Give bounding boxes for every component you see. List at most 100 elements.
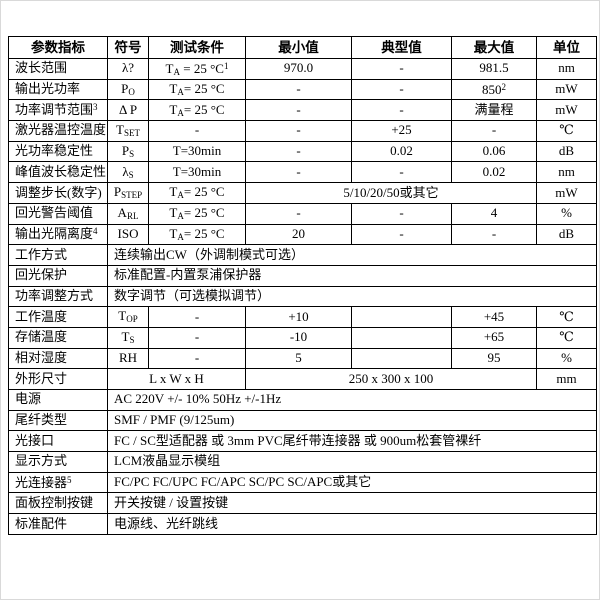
unit-cell: mW [536,78,597,101]
symbol-cell: 连续输出CW（外调制模式可选） [107,244,597,266]
table-row: 光接口 FC / SC型适配器 或 3mm PVC尾纤带连接器 或 900um松套… [8,430,597,453]
condition-cell: - [148,347,246,370]
param-cell: 尾纤类型 [8,409,108,432]
table-row: 光连接器5 FC/PC FC/UPC FC/APC SC/PC SC/APC或其它 [8,471,597,494]
symbol-cell: SMF / PMF (9/125um) [107,409,597,432]
param-cell: 激光器温控温度 [8,120,108,142]
condition-cell: TA= 25 °C [148,223,246,246]
unit-cell: ℃ [536,120,597,142]
min-value-cell: - [245,161,352,184]
unit-cell: dB [536,140,597,163]
param-cell: 电源 [8,389,108,411]
typical-value-cell: - [351,78,452,101]
max-value-cell: 4 [451,202,537,225]
table-row: 电源 AC 220V +/- 10% 50Hz +/-1Hz [8,389,597,411]
condition-cell: - [148,120,246,142]
symbol-cell: FC / SC型适配器 或 3mm PVC尾纤带连接器 或 900um松套管裸纤 [107,430,597,453]
symbol-cell: 标准配置-内置泵浦保护器 [107,264,597,287]
unit-cell: % [536,347,597,370]
unit-cell: mW [536,99,597,122]
unit-cell: ℃ [536,306,597,328]
param-cell: 回光警告阈值 [8,202,108,225]
symbol-cell: 数字调节（可选模拟调节） [107,285,597,308]
table-row: 调整步长(数字) PSTEP TA= 25 °C 5/10/20/50或其它 mW [8,182,597,204]
typical-value-cell: - [351,99,452,122]
symbol-cell: RH [107,347,149,370]
symbol-cell: Δ P [107,99,149,122]
typical-value-cell: - [351,58,452,80]
symbol-cell: PSTEP [107,182,149,204]
param-cell: 输出光隔离度4 [8,223,108,246]
condition-cell: - [148,306,246,328]
min-value-cell: 970.0 [245,58,352,80]
symbol-cell: L x W x H [107,368,246,390]
condition-cell: T=30min [148,161,246,184]
table-row: 显示方式 LCM液晶显示模组 [8,451,597,473]
column-header: 符号 [107,36,149,59]
symbol-cell: ISO [107,223,149,246]
param-cell: 功率调整方式 [8,285,108,308]
table-row: 激光器温控温度 TSET - - +25- ℃ [8,120,597,142]
table-row: 工作方式 连续输出CW（外调制模式可选） [8,244,597,266]
param-cell: 光连接器5 [8,471,108,494]
column-header: 最大值 [451,36,537,59]
symbol-cell: ARL [107,202,149,225]
symbol-cell: TOP [107,306,149,328]
table-row: 标准配件 电源线、光纤跳线 [8,513,597,535]
param-cell: 调整步长(数字) [8,182,108,204]
table-row: 输出光功率 PO TA= 25 °C - -8502 mW [8,78,597,101]
condition-cell: TA= 25 °C [148,78,246,101]
unit-cell: ℃ [536,326,597,349]
param-cell: 回光保护 [8,264,108,287]
table-row: 尾纤类型 SMF / PMF (9/125um) [8,409,597,432]
param-cell: 外形尺寸 [8,368,108,390]
max-value-cell: 0.06 [451,140,537,163]
table-row: 外形尺寸 L x W x H 250 x 300 x 100 mm [8,368,597,390]
table-row: 输出光隔离度4 ISO TA= 25 °C 20- - dB [8,223,597,246]
min-value-cell: - [245,140,352,163]
spec-table: 参数指标 符号 测试条件 最小值 典型值 最大值 单位 波长范围 λ? TA = 25 °C1 9… [8,36,597,535]
symbol-cell: TS [107,326,149,349]
typical-value-cell [351,326,452,349]
typical-value-cell: 0.02 [351,140,452,163]
column-header: 参数指标 [8,36,108,59]
typical-value-cell [351,347,452,370]
typical-value-cell: - [351,161,452,184]
param-cell: 工作温度 [8,306,108,328]
symbol-cell: λS [107,161,149,184]
symbol-cell: LCM液晶显示模组 [107,451,597,473]
unit-cell: mm [536,368,597,390]
min-value-cell: - [245,99,352,122]
condition-cell: T=30min [148,140,246,163]
max-value-cell: 0.02 [451,161,537,184]
min-value-cell: - [245,202,352,225]
max-value-cell: +65 [451,326,537,349]
symbol-cell: TSET [107,120,149,142]
spec-table-body: 波长范围 λ? TA = 25 °C1 970.0-981.5 nm 输出光功率 PO TA=… [8,58,597,535]
min-value-cell: 5 [245,347,352,370]
typical-value-cell: - [351,202,452,225]
min-value-cell: 250 x 300 x 100 [245,368,537,390]
param-cell: 显示方式 [8,451,108,473]
param-cell: 相对湿度 [8,347,108,370]
param-cell: 工作方式 [8,244,108,266]
table-row: 峰值波长稳定性 λS T=30min - -0.02 nm [8,161,597,184]
header-row: 参数指标 符号 测试条件 最小值 典型值 最大值 单位 [8,36,597,59]
condition-cell: TA= 25 °C [148,202,246,225]
table-row: 波长范围 λ? TA = 25 °C1 970.0-981.5 nm [8,58,597,80]
table-row: 功率调节范围3 Δ P TA= 25 °C - - 满量程 mW [8,99,597,122]
table-row: 工作温度 TOP - +10 +45 ℃ [8,306,597,328]
min-value-cell: 5/10/20/50或其它 [245,182,537,204]
min-value-cell: - [245,120,352,142]
unit-cell: % [536,202,597,225]
min-value-cell: -10 [245,326,352,349]
min-value-cell: 20 [245,223,352,246]
param-cell: 面板控制按键 [8,492,108,515]
column-header: 最小值 [245,36,352,59]
min-value-cell: +10 [245,306,352,328]
max-value-cell: 95 [451,347,537,370]
min-value-cell: - [245,78,352,101]
table-row: 功率调整方式 数字调节（可选模拟调节） [8,285,597,308]
param-cell: 存储温度 [8,326,108,349]
